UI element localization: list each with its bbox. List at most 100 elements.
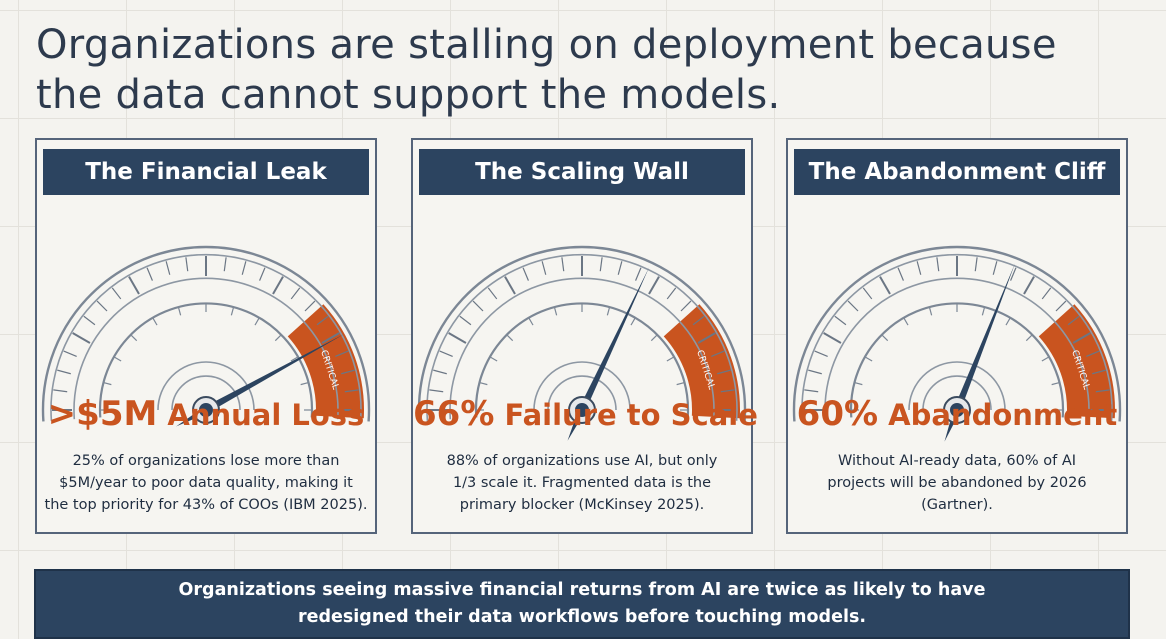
gauge-ring (922, 375, 992, 411)
gauge-tick (439, 350, 453, 357)
gauge-tick (63, 350, 77, 357)
gauge-tick (711, 350, 725, 357)
gauge-ring (157, 361, 255, 411)
gauge-tick (1092, 369, 1106, 375)
gauge-tick (230, 307, 235, 316)
gauge-tick (666, 287, 677, 300)
gauge: CRITICAL (417, 245, 747, 441)
gauge-tick (680, 300, 692, 312)
description-line: Without AI-ready data, 60% of AI (837, 453, 1077, 469)
gauge-tick (335, 350, 349, 357)
gauge-tick (630, 317, 636, 326)
gauge-tick (992, 261, 998, 275)
card-scaling-wall: The Scaling Wall CRITICAL 66% Failure to… (411, 138, 758, 534)
gauge-ring (417, 245, 747, 422)
gauge-tick (504, 276, 516, 295)
gauge-tick (506, 334, 514, 342)
gauge-tick (448, 332, 467, 344)
gauge-drawing: CRITICAL (792, 245, 1122, 442)
gauge-tick (720, 389, 735, 393)
gauge-tick (1041, 356, 1050, 362)
gauge-tick (72, 332, 91, 344)
gauge-tick (165, 261, 171, 275)
gauge-tick (522, 267, 529, 281)
gauge-tick (606, 307, 611, 316)
gauge-tick (974, 257, 978, 272)
gauge-tick (487, 287, 498, 300)
description-line: 88% of organizations use AI, but only (446, 453, 718, 469)
description-line: (Gartner). (921, 497, 993, 513)
gauge-ring (449, 277, 715, 420)
gauge-tick (185, 257, 189, 272)
gauge-tick (864, 356, 873, 362)
gauge: CRITICAL (41, 245, 371, 427)
gauge-tick (429, 389, 444, 393)
card-description: 25% of organizations lose more than $5M/… (43, 450, 369, 516)
gauge-tick (1025, 334, 1033, 342)
description-line: projects will be abandoned by 2026 (827, 475, 1087, 491)
needle-hub-center (575, 403, 589, 417)
gauge-ring (98, 302, 314, 418)
stat-label: Abandonment (878, 398, 1118, 432)
gauge-tick (1010, 267, 1017, 281)
gauge-tick (1072, 332, 1091, 344)
gauge-ring (426, 253, 738, 421)
gauge-tick (433, 369, 447, 375)
gauge-tick (259, 267, 266, 281)
gauge-tick (1067, 315, 1080, 326)
gauge-tick (316, 315, 329, 326)
gauge-ring (533, 361, 631, 411)
gauge-tick (717, 369, 731, 375)
stat-value: 60% (796, 394, 879, 434)
gauge-ring (50, 253, 362, 421)
gauge-tick (341, 369, 355, 375)
gauge-tick (1086, 350, 1100, 357)
gauge-tick (666, 356, 675, 362)
gauge-tick (152, 317, 158, 326)
card-abandonment-cliff: The Abandonment Cliff CRITICAL 60% Aband… (786, 138, 1128, 534)
gauge-tick (823, 332, 842, 344)
gauge-tick (241, 261, 247, 275)
gauge-tick (928, 307, 933, 316)
gauge-tick (113, 356, 122, 362)
gauge-tick (1055, 300, 1067, 312)
gauge-tick (321, 332, 340, 344)
gauge-tick (879, 276, 891, 295)
gauge-drawing: CRITICAL (417, 245, 747, 441)
headline: Organizations are stalling on deployment… (36, 22, 1057, 118)
critical-zone (287, 304, 365, 419)
description-line: the top priority for 43% of COOs (IBM 20… (44, 497, 368, 513)
gauge-tick (1023, 276, 1035, 295)
gauge-ring (792, 245, 1122, 422)
card-title: The Scaling Wall (419, 149, 745, 195)
gauge-tick (561, 257, 565, 272)
gauge-tick (344, 389, 359, 393)
gauge-tick (650, 334, 658, 342)
gauge-tick (274, 334, 282, 342)
gauge-tick (1051, 381, 1060, 386)
gauge-tick (290, 287, 301, 300)
stat-headline: 66% Failure to Scale (413, 394, 758, 434)
gauge-drawing: CRITICAL (41, 245, 371, 427)
gauge-ring (908, 361, 1006, 411)
gauge-tick (808, 369, 822, 375)
description-line: 1/3 scale it. Fragmented data is the (452, 475, 712, 491)
card-title: The Financial Leak (43, 149, 369, 195)
gauge-tick (916, 261, 922, 275)
critical-zone (1038, 304, 1115, 419)
stat-headline: 60% Abandonment (788, 394, 1126, 434)
gauge-tick (272, 276, 284, 295)
gauge-needle (567, 267, 650, 441)
gauge-tick (981, 307, 986, 316)
gauge-tick (479, 381, 488, 386)
critical-zone (663, 304, 740, 419)
gauge-tick (553, 307, 558, 316)
gauge-ring (73, 277, 339, 420)
gauge-tick (459, 315, 472, 326)
gauge-ring (41, 245, 371, 422)
gauge-tick (304, 300, 316, 312)
stat-label: Annual Loss (157, 398, 365, 432)
gauge-tick (111, 287, 122, 300)
gauge-tick (489, 356, 498, 362)
gauge: CRITICAL (792, 245, 1122, 442)
